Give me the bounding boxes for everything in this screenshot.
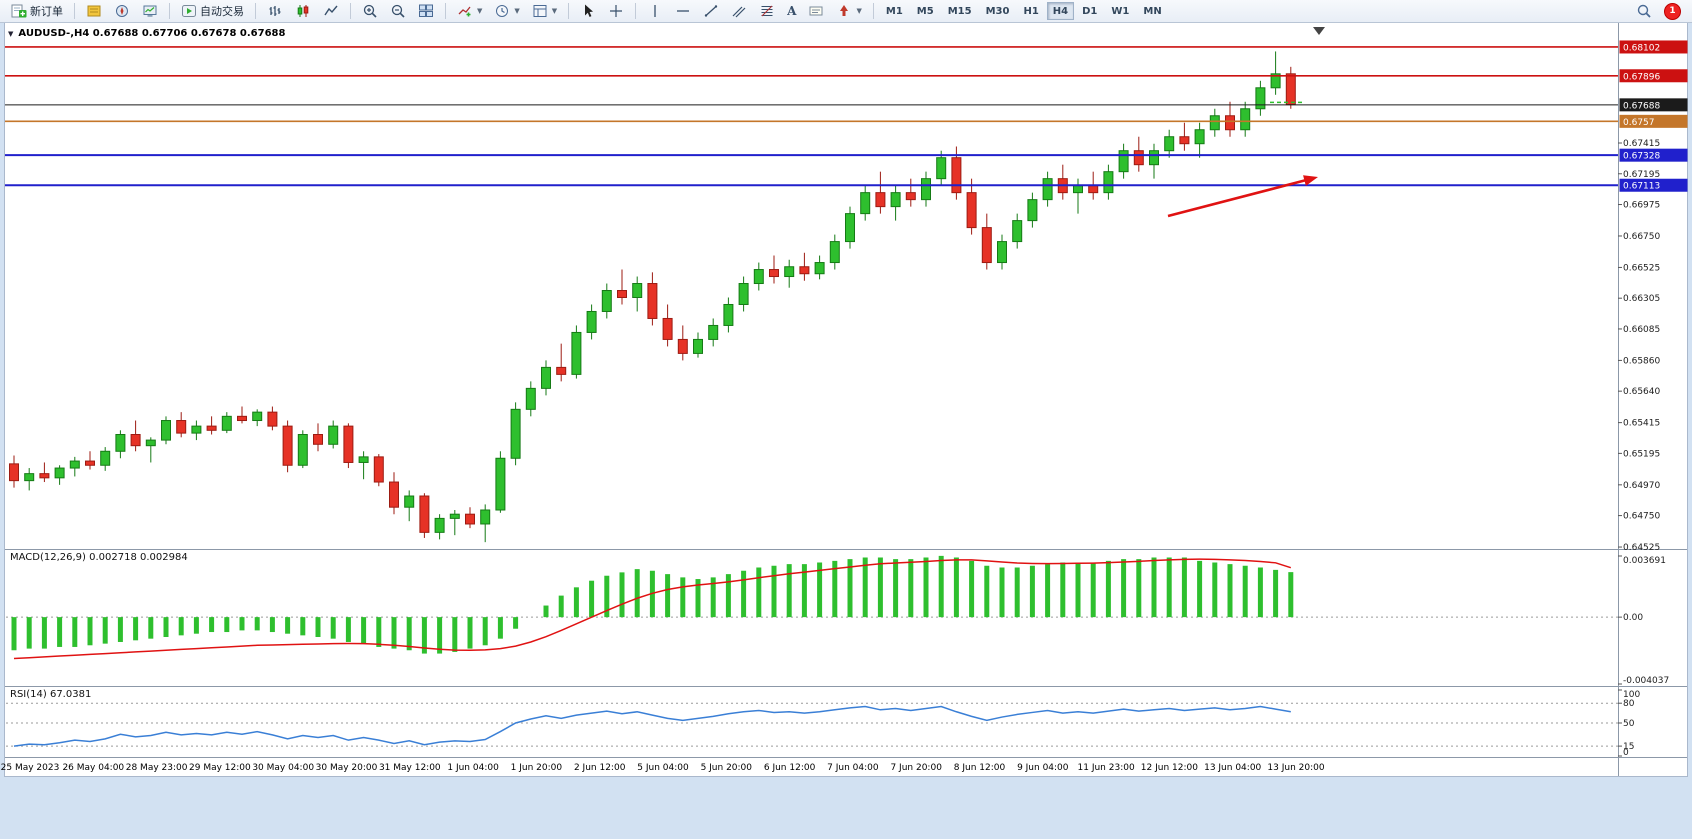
zoom-out-button[interactable] [385,2,411,21]
bar-chart-button[interactable] [262,2,288,21]
navigator-icon [116,5,128,17]
vertical-line-button[interactable] [642,2,668,21]
symbol-info-bar: ▼ AUDUSD-,H4 0.67688 0.67706 0.67678 0.6… [8,28,285,39]
dropdown-caret-icon: ▼ [514,7,520,15]
toolbar-separator [635,3,637,19]
zoom-in-button[interactable] [357,2,383,21]
symbol-ohlc-text: AUDUSD-,H4 0.67688 0.67706 0.67678 0.676… [18,28,286,39]
template-button[interactable]: ▼ [527,2,562,21]
chart-area[interactable] [4,22,1688,777]
toolbar-separator [255,3,256,19]
macd-panel-separator[interactable] [5,547,1618,552]
navigator-button[interactable] [109,2,135,21]
notification-badge: 1 [1664,2,1681,20]
timeframe-m15-button[interactable]: M15 [942,2,978,20]
dropdown-caret-icon: ▼ [551,7,558,15]
trendline-icon [704,5,718,17]
autotrading-icon [182,5,196,17]
market-watch-icon [87,5,101,17]
channel-button[interactable] [726,2,752,21]
timeframe-m1-button[interactable]: M1 [880,2,909,20]
notifications-button[interactable]: 1 [1659,2,1686,21]
arrows-button[interactable]: ▼ [831,2,866,21]
one-click-trading-toggle-icon[interactable]: ▼ [8,29,14,38]
fibonacci-button[interactable] [754,2,780,21]
candlestick-chart-button[interactable] [290,2,316,21]
insert-indicator-button[interactable]: ▼ [452,2,487,21]
clock-icon [496,5,509,17]
timeframe-h4-button[interactable]: H4 [1046,2,1075,20]
vertical-line-icon [654,5,656,17]
toolbar: 新订单 自动交 [0,0,1692,23]
text-label-icon [809,6,823,16]
tile-windows-button[interactable] [413,2,439,21]
timeframe-d1-button[interactable]: D1 [1076,2,1103,20]
search-button[interactable] [1631,2,1657,21]
timeframe-mn-button[interactable]: MN [1137,2,1167,20]
toolbar-separator [568,3,570,19]
crosshair-icon [610,5,623,17]
macd-indicator-label: MACD(12,26,9) 0.002718 0.002984 [10,552,188,563]
tile-windows-icon [419,4,433,17]
dropdown-caret-icon: ▼ [856,7,862,15]
cursor-icon [585,4,594,17]
terminal-button[interactable] [137,2,163,21]
timeframe-m30-button[interactable]: M30 [980,2,1016,20]
arrows-icon [840,5,849,16]
price-axis[interactable] [1619,23,1687,757]
rsi-indicator-label: RSI(14) 67.0381 [10,689,92,700]
text-icon: A [787,4,797,18]
cursor-button[interactable] [575,2,601,21]
new-order-icon [11,4,27,18]
market-watch-button[interactable] [81,2,107,21]
autotrading-button[interactable]: 自动交易 [176,2,249,21]
channel-icon [732,6,746,18]
rsi-panel-separator[interactable] [5,684,1618,689]
insert-indicator-icon [458,6,471,17]
time-axis[interactable] [5,757,1618,776]
template-icon [533,5,547,17]
new-order-button[interactable]: 新订单 [6,2,68,21]
toolbar-separator [350,3,351,19]
toolbar-separator [74,3,75,19]
search-icon [1637,4,1651,18]
text-button[interactable]: A [782,2,801,21]
autotrading-label: 自动交易 [200,5,244,18]
horizontal-line-icon [677,10,690,12]
trendline-button[interactable] [698,2,724,21]
toolbar-separator [169,3,170,19]
toolbar-separator [445,3,446,19]
new-order-label: 新订单 [30,5,63,18]
timeframe-w1-button[interactable]: W1 [1105,2,1135,20]
text-label-button[interactable] [803,2,829,21]
terminal-icon [143,5,157,17]
fibonacci-icon [761,5,773,17]
period-button[interactable]: ▼ [489,2,524,21]
horizontal-line-button[interactable] [670,2,696,21]
zoom-out-icon [391,4,405,18]
crosshair-button[interactable] [603,2,629,21]
zoom-in-icon [363,4,377,18]
timeframe-h1-button[interactable]: H1 [1017,2,1044,20]
dropdown-caret-icon: ▼ [477,7,483,15]
candlestick-chart-icon [297,5,309,17]
toolbar-separator [872,3,874,19]
line-chart-button[interactable] [318,2,344,21]
timeframe-m5-button[interactable]: M5 [911,2,940,20]
bar-chart-icon [269,6,281,16]
line-chart-icon [324,5,338,16]
